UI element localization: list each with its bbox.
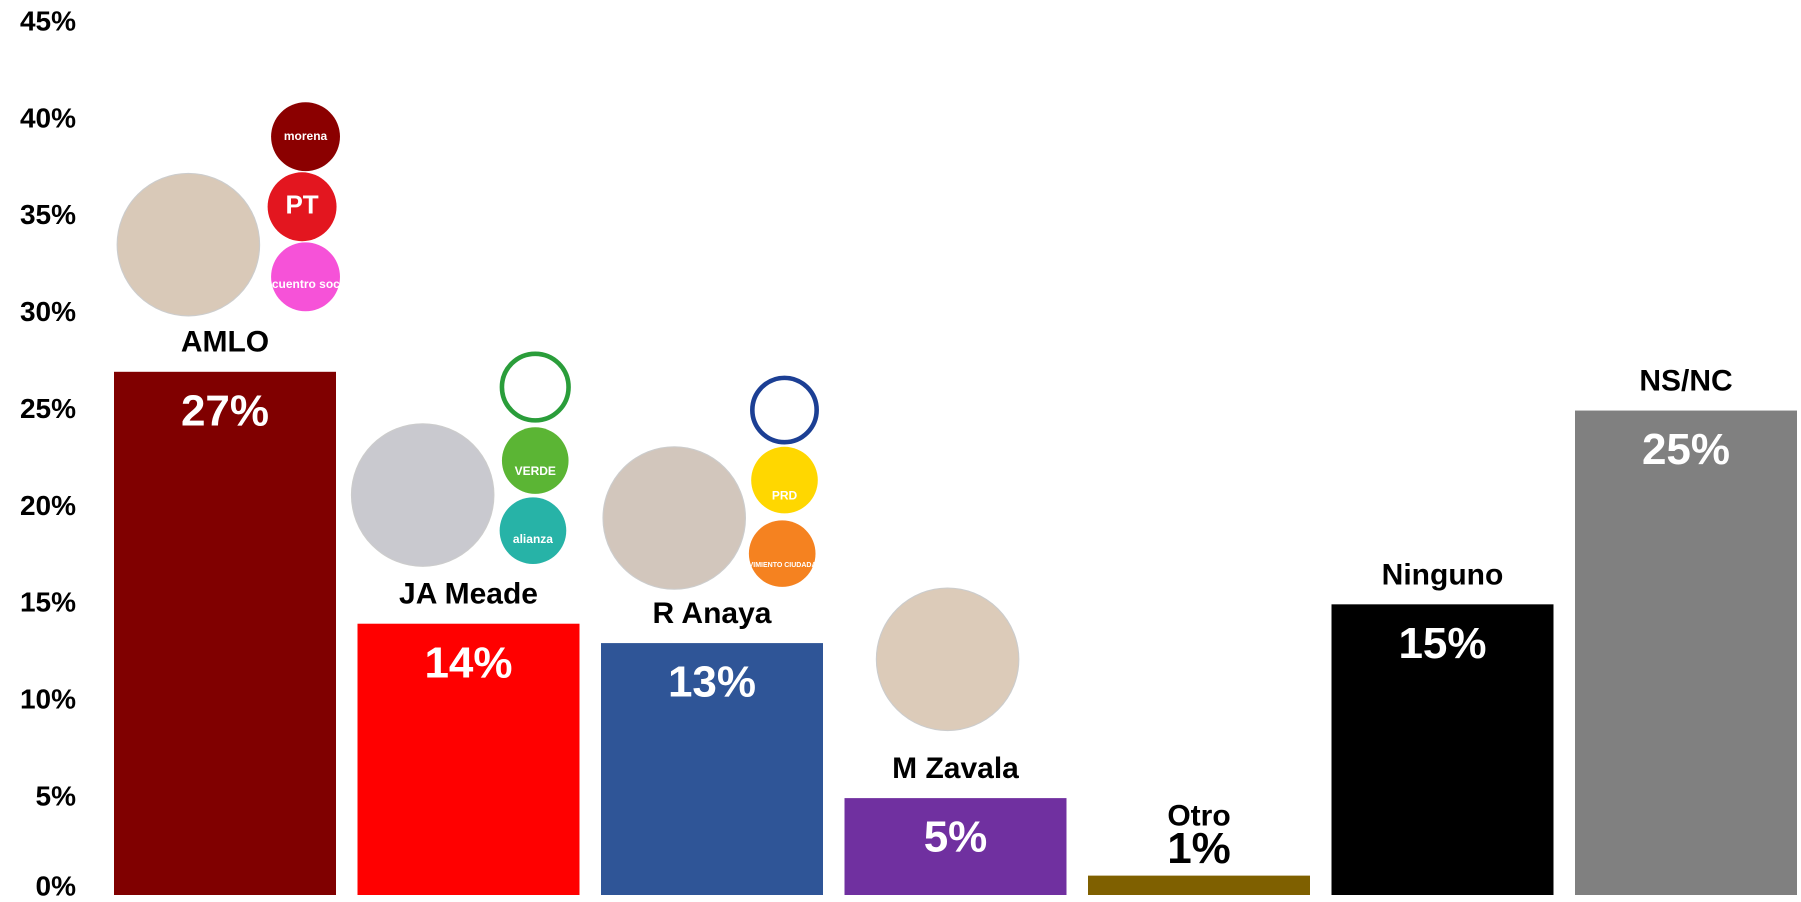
party-logo	[751, 446, 818, 514]
category-label: NS/NC	[1639, 364, 1732, 397]
y-tick-label: 5%	[36, 781, 77, 812]
value-label: 13%	[668, 658, 756, 707]
logo-text: morena	[284, 129, 328, 143]
y-tick-label: 25%	[20, 393, 76, 424]
party-logo	[499, 351, 571, 423]
logo-text: PRD	[772, 488, 798, 502]
value-label: 5%	[924, 813, 988, 862]
bar	[1575, 410, 1797, 895]
category-label: AMLO	[181, 326, 269, 359]
photo	[602, 446, 747, 590]
category-label: Otro	[1167, 800, 1230, 833]
party-logo	[267, 172, 337, 242]
value-label: 14%	[424, 638, 512, 687]
value-label: 27%	[181, 386, 269, 435]
logo-text: PAN	[758, 393, 811, 423]
photo	[875, 587, 1020, 732]
category-label: Ninguno	[1382, 558, 1504, 591]
y-tick-label: 30%	[20, 296, 76, 327]
bar	[114, 371, 336, 895]
party-logo	[501, 427, 569, 494]
value-label: 25%	[1642, 425, 1730, 474]
y-tick-label: 0%	[36, 870, 77, 901]
logo-text: alianza	[513, 532, 553, 546]
logo-texts: morena PT encuentro social PRI VERDE alianza P…	[258, 129, 828, 569]
party-logo	[271, 242, 340, 312]
value-label: 1%	[1167, 824, 1231, 873]
y-tick-label: 40%	[20, 102, 76, 133]
category-label: M Zavala	[892, 752, 1019, 785]
y-tick-label: 35%	[20, 199, 76, 230]
y-tick-label: 45%	[20, 5, 76, 36]
logo-text: MOVIMIENTO CIUDADANO	[737, 562, 827, 569]
party-logo	[271, 102, 340, 172]
logo-text: PRI	[514, 370, 557, 400]
photo	[116, 172, 261, 317]
photo	[350, 423, 495, 567]
value-label: 15%	[1398, 619, 1486, 668]
bar	[844, 798, 1067, 895]
party-logo	[750, 375, 819, 445]
logo-text: encuentro social	[258, 277, 353, 291]
logo-text: PT	[285, 190, 318, 220]
y-tick-label: 20%	[20, 490, 76, 521]
bar	[1331, 604, 1554, 895]
party-logo	[499, 497, 567, 564]
logo-text: VERDE	[515, 464, 556, 478]
bar	[1088, 875, 1310, 895]
candidate-images	[116, 102, 1020, 732]
bar	[601, 643, 823, 895]
category-label: R Anaya	[653, 597, 772, 630]
party-logo	[748, 520, 816, 587]
y-tick-label: 15%	[20, 587, 76, 618]
category-label: JA Meade	[399, 578, 538, 611]
y-tick-label: 10%	[20, 684, 76, 715]
bar	[357, 623, 580, 895]
